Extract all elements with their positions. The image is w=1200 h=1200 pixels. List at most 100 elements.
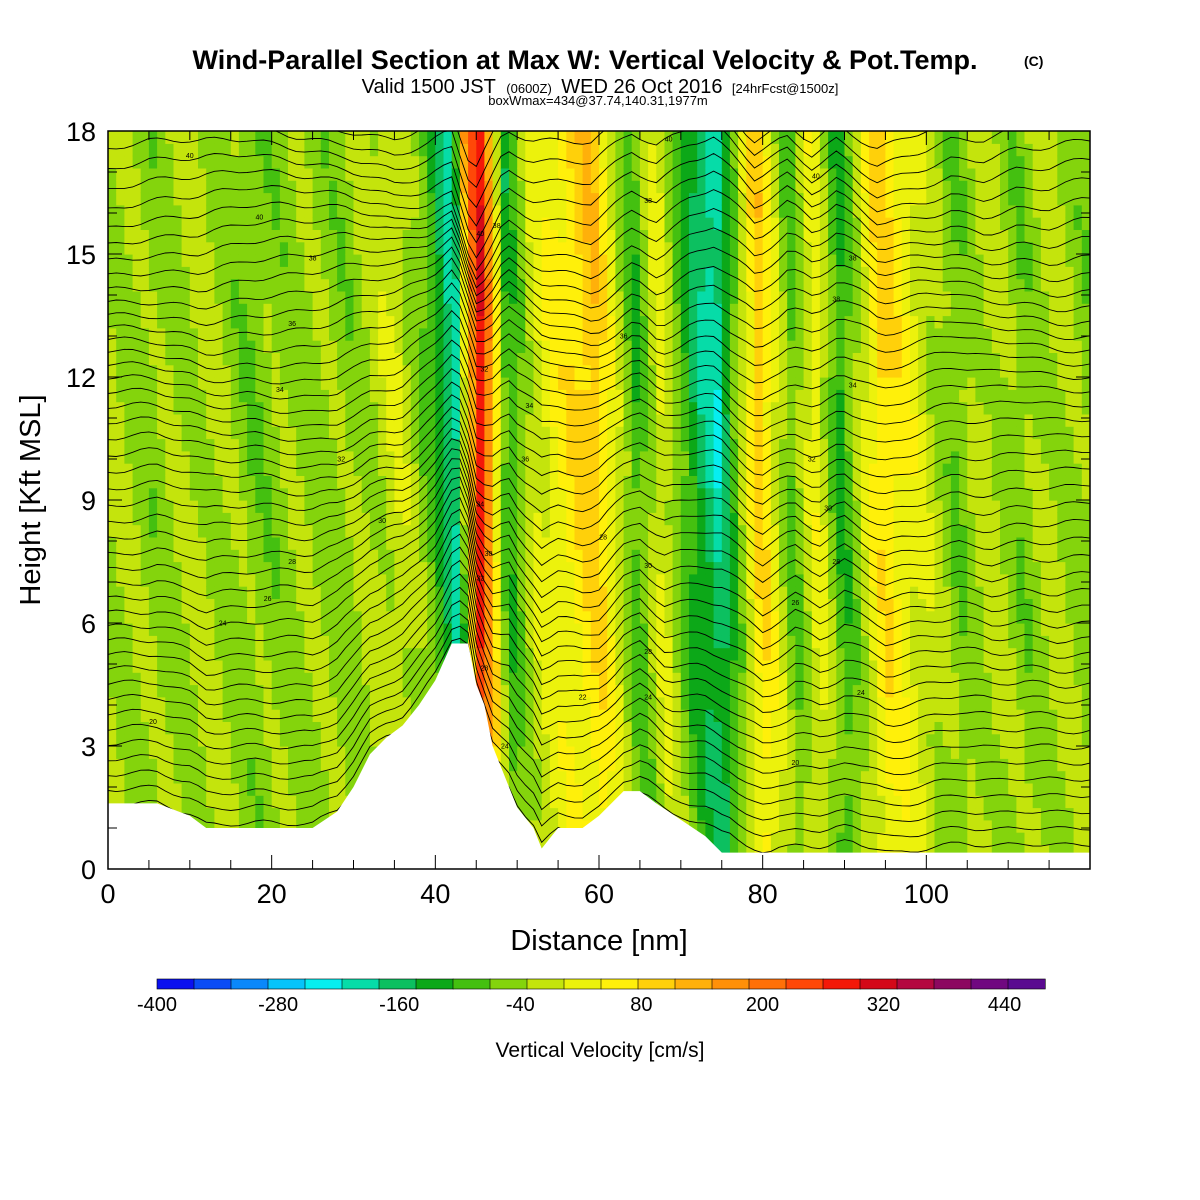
velocity-cell: [770, 204, 780, 218]
velocity-cell: [353, 696, 363, 710]
velocity-cell: [500, 672, 510, 686]
velocity-cell: [108, 770, 117, 784]
velocity-cell: [713, 143, 723, 157]
velocity-cell: [386, 327, 395, 341]
velocity-cell: [533, 463, 543, 476]
velocity-cell: [582, 782, 592, 796]
velocity-cell: [729, 746, 739, 759]
velocity-cell: [705, 377, 715, 390]
velocity-cell: [762, 426, 772, 440]
velocity-cell: [402, 672, 412, 686]
velocity-cell: [558, 758, 567, 772]
velocity-cell: [476, 438, 486, 452]
velocity-cell: [238, 254, 248, 267]
velocity-cell: [729, 672, 739, 686]
velocity-cell: [705, 536, 715, 550]
velocity-cell: [779, 746, 788, 759]
velocity-cell: [549, 143, 559, 157]
velocity-cell: [680, 549, 690, 563]
velocity-cell: [394, 463, 404, 476]
velocity-cell: [541, 549, 551, 563]
velocity-cell: [762, 684, 772, 698]
velocity-cell: [533, 204, 543, 218]
velocity-cell: [672, 709, 682, 722]
velocity-cell: [607, 487, 616, 501]
velocity-cell: [189, 598, 199, 612]
velocity-cell: [566, 438, 576, 452]
velocity-cell: [713, 721, 723, 735]
velocity-cell: [247, 623, 256, 636]
velocity-cell: [288, 623, 297, 636]
velocity-cell: [320, 266, 330, 280]
velocity-cell: [779, 143, 788, 157]
velocity-cell: [590, 377, 600, 390]
velocity-cell: [386, 487, 395, 501]
velocity-cell: [689, 659, 698, 673]
velocity-cell: [271, 438, 281, 452]
velocity-cell: [271, 229, 281, 243]
velocity-cell: [558, 315, 567, 329]
velocity-cell: [345, 131, 355, 144]
velocity-cell: [721, 229, 731, 243]
velocity-cell: [492, 623, 502, 636]
velocity-cell: [549, 758, 559, 772]
velocity-cell: [738, 659, 747, 673]
velocity-cell: [427, 167, 436, 181]
velocity-cell: [165, 709, 175, 722]
velocity-cell: [623, 635, 633, 649]
velocity-cell: [451, 536, 461, 550]
velocity-cell: [124, 377, 134, 390]
velocity-cell: [729, 721, 739, 735]
velocity-cell: [181, 721, 191, 735]
velocity-cell: [754, 770, 764, 784]
velocity-cell: [590, 303, 600, 317]
velocity-cell: [288, 598, 297, 612]
velocity-cell: [697, 389, 706, 403]
velocity-cell: [549, 315, 559, 329]
velocity-cell: [705, 143, 715, 157]
velocity-cell: [541, 426, 551, 440]
velocity-cell: [189, 290, 199, 304]
velocity-cell: [770, 131, 780, 144]
velocity-cell: [124, 143, 134, 157]
velocity-cell: [304, 401, 314, 415]
velocity-cell: [435, 586, 445, 599]
velocity-cell: [549, 487, 559, 501]
velocity-cell: [705, 684, 715, 698]
velocity-cell: [263, 217, 273, 230]
velocity-cell: [116, 192, 125, 206]
velocity-cell: [173, 278, 183, 292]
velocity-cell: [607, 217, 616, 230]
velocity-cell: [656, 463, 666, 476]
velocity-cell: [705, 598, 715, 612]
velocity-cell: [206, 635, 215, 649]
velocity-cell: [721, 389, 731, 403]
velocity-cell: [721, 536, 731, 550]
velocity-cell: [484, 327, 494, 341]
velocity-cell: [173, 610, 183, 624]
velocity-cell: [484, 352, 494, 366]
velocity-cell: [419, 413, 428, 427]
velocity-cell: [337, 512, 346, 526]
velocity-cell: [672, 426, 682, 440]
velocity-cell: [533, 426, 543, 440]
velocity-cell: [238, 155, 248, 169]
velocity-cell: [238, 315, 248, 329]
velocity-cell: [631, 266, 641, 280]
velocity-cell: [574, 635, 584, 649]
velocity-cell: [746, 635, 756, 649]
velocity-cell: [329, 377, 338, 390]
velocity-cell: [500, 758, 510, 772]
velocity-cell: [607, 770, 616, 784]
velocity-cell: [108, 278, 117, 292]
velocity-cell: [148, 278, 158, 292]
velocity-cell: [648, 389, 657, 403]
velocity-cell: [770, 266, 780, 280]
velocity-cell: [247, 721, 256, 735]
velocity-cell: [181, 401, 191, 415]
velocity-cell: [566, 204, 576, 218]
velocity-cell: [468, 512, 477, 526]
velocity-cell: [738, 204, 747, 218]
velocity-cell: [541, 573, 551, 587]
velocity-cell: [729, 561, 739, 575]
